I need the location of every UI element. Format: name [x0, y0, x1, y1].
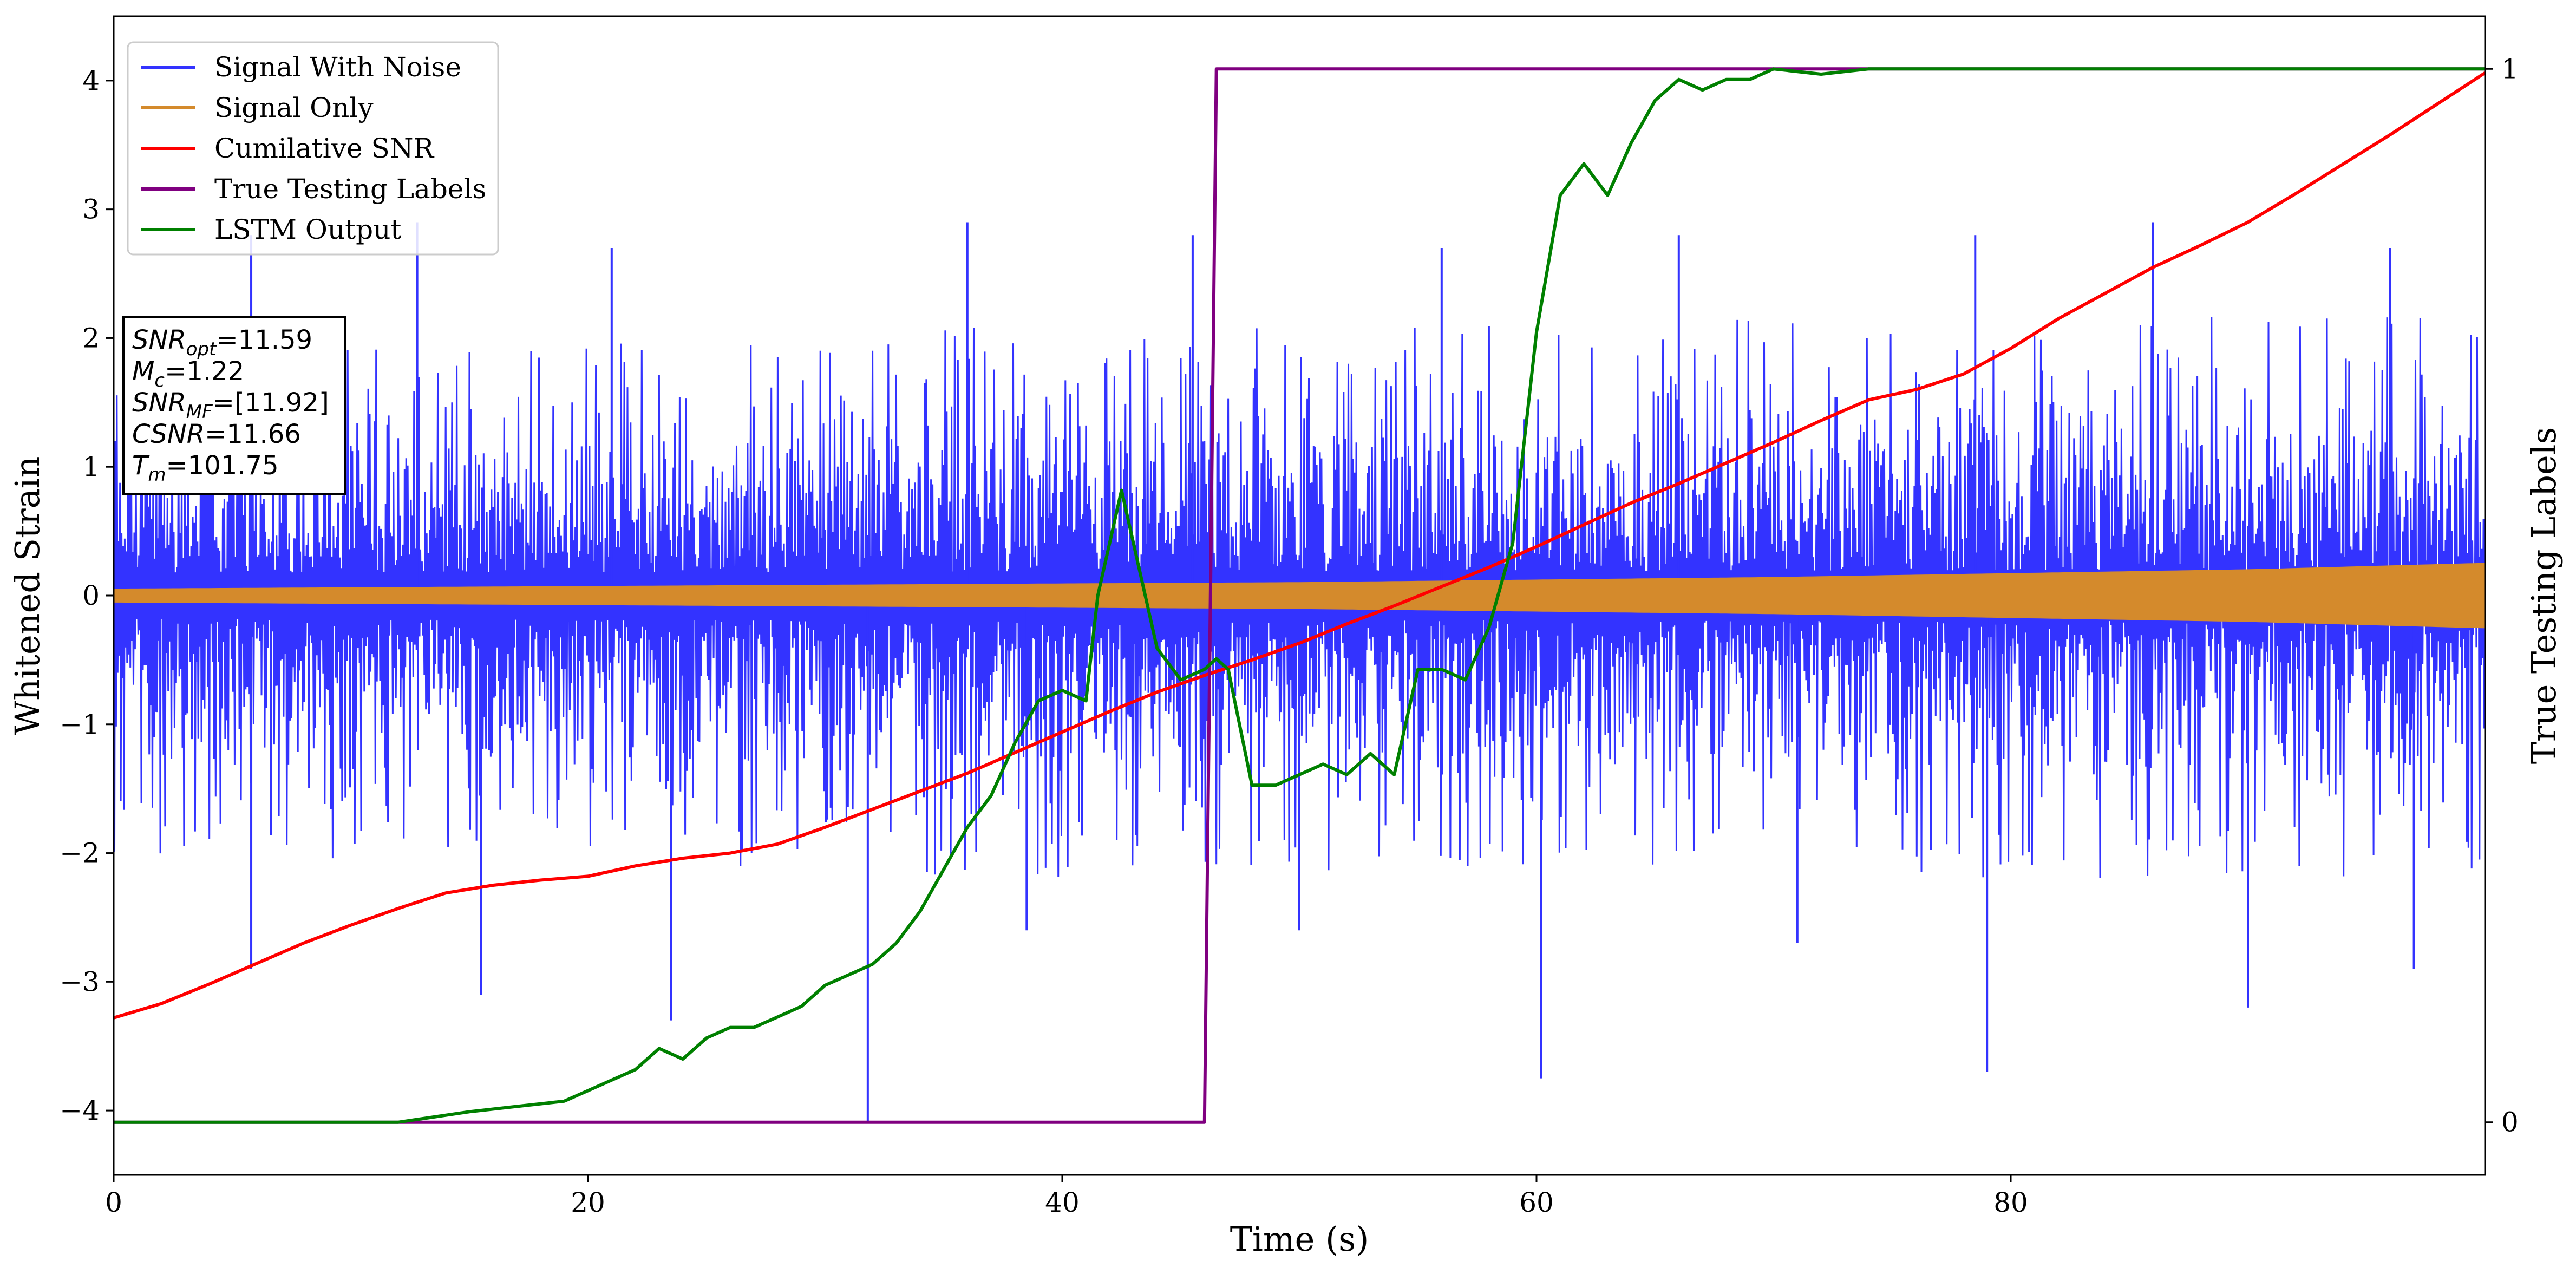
y-tick-label: 4	[82, 65, 100, 96]
annotation-line: CSNR=11.66	[132, 419, 301, 449]
y-tick-label: −1	[60, 709, 100, 740]
series-signal-only-band	[114, 563, 2485, 629]
y2-tick-label: 0	[2501, 1107, 2519, 1138]
legend-label: Signal Only	[214, 92, 374, 123]
legend-label: LSTM Output	[214, 214, 401, 245]
y-tick-label: 2	[82, 322, 100, 354]
legend-label: Cumilative SNR	[214, 133, 434, 164]
annotation-frame	[122, 316, 346, 495]
x-tick-label: 60	[1519, 1187, 1554, 1218]
y2-axis-title: True Testing Labels	[2524, 427, 2564, 765]
y-axis-title: Whitened Strain	[8, 456, 47, 735]
y-tick-label: −3	[60, 966, 100, 997]
series-true-testing-labels-line	[114, 67, 2485, 1124]
annotation-line: SNRopt=11.59	[132, 325, 312, 360]
y-tick-label: −4	[60, 1095, 100, 1126]
x-tick-label: 40	[1045, 1187, 1080, 1218]
series-lstm-output-line	[114, 67, 2485, 1124]
x-tick-label: 80	[1993, 1187, 2028, 1218]
y-tick-label: −2	[60, 838, 100, 869]
legend: Signal With Noise Signal Only Cumilative S…	[127, 41, 499, 256]
annotation-box: SNRopt=11.59Mc=1.22SNRMF=[11.92]CSNR=11.…	[122, 316, 346, 495]
y-tick-label: 0	[82, 580, 100, 611]
legend-frame	[127, 41, 499, 256]
annotation-line: SNRMF=[11.92]	[132, 388, 329, 423]
series-cumulative-snr-line	[114, 71, 2485, 1020]
x-tick-label: 0	[105, 1187, 122, 1218]
series-signal-with-noise-line	[114, 317, 2485, 878]
y-tick-label: 3	[82, 194, 100, 225]
annotation-line: Mc=1.22	[132, 356, 244, 391]
legend-label: True Testing Labels	[214, 173, 486, 205]
x-axis-title: Time (s)	[1230, 1219, 1369, 1259]
x-tick-label: 20	[571, 1187, 605, 1218]
y-tick-label: 1	[82, 451, 100, 482]
legend-label: Signal With Noise	[214, 51, 461, 83]
y2-tick-label: 1	[2501, 53, 2519, 84]
annotation-line: Tm=101.75	[132, 450, 279, 486]
plot-series-layer	[114, 67, 2485, 1124]
